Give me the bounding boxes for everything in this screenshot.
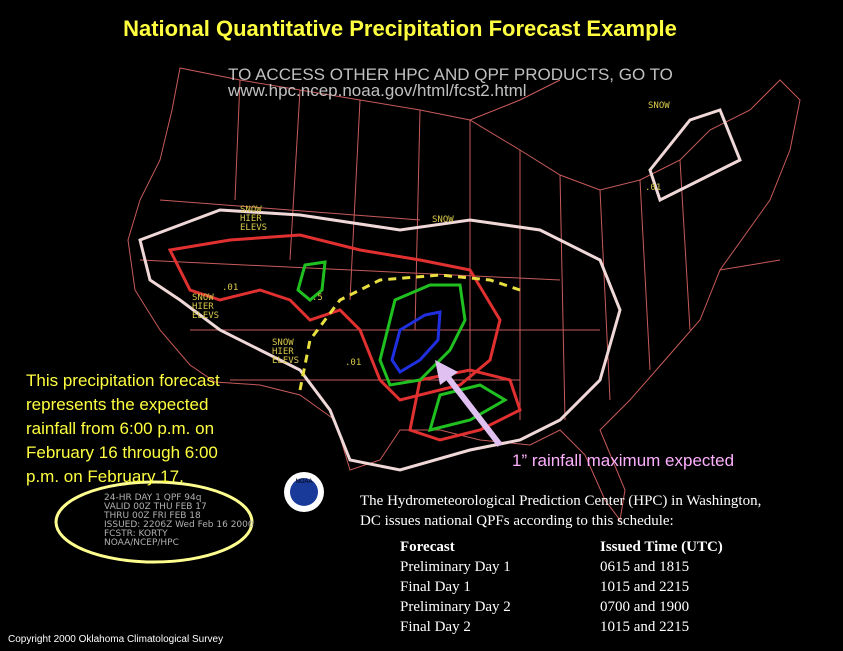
map-label: SNOW [272,338,294,348]
map-label: .01 [345,358,361,368]
table-cell: Preliminary Day 1 [400,559,511,575]
schedule-intro: DC issues national QPFs according to thi… [360,513,674,529]
copyright: Copyright 2000 Oklahoma Climatological S… [8,634,223,645]
stamp-line: VALID 00Z THU FEB 17 [104,502,207,512]
map-label: HIER [272,347,294,357]
map-label: SNOW [648,101,670,111]
map-label: SNOW [432,215,454,225]
map-label: ELEVS [272,356,299,366]
description: February 16 through 6:00 [26,443,218,462]
table-header: Forecast [400,539,455,555]
map-label: SNOW [240,205,262,215]
table-cell: Final Day 2 [400,619,471,635]
map-labels: SNOW.01SNOWHIERELEVSSNOWSNOW.01HIERELEVS… [192,101,670,368]
table-cell: 1015 and 2215 [600,579,689,595]
map-label: .5 [312,293,323,303]
stamp-line: THRU 00Z FRI FEB 18 [103,511,201,521]
description: rainfall from 6:00 p.m. on [26,419,214,438]
table-cell: 0615 and 1815 [600,559,689,575]
arrow [435,360,503,447]
map-label: ELEVS [240,223,267,233]
description: represents the expected [26,395,208,414]
description: p.m. on February 17. [26,467,184,486]
table-cell: Final Day 1 [400,579,471,595]
map-label: .01 [645,183,661,193]
stamp-line: ISSUED: 2206Z Wed Feb 16 2000 [104,520,254,530]
map-label: .01 [222,283,238,293]
stamp-outline [54,480,254,564]
map-label: ELEVS [192,311,219,321]
access-line: TO ACCESS OTHER HPC AND QPF PRODUCTS, GO… [228,65,673,84]
stamp-line: 24-HR DAY 1 QPF 94q [104,493,201,503]
access-url: www.hpc.ncep.noaa.gov/html/fcst2.html [227,81,527,100]
table-cell: 1015 and 2215 [600,619,689,635]
map-label: HIER [192,302,214,312]
map-label: HIER [240,214,262,224]
contours [138,108,742,472]
schedule-intro: The Hydrometeorological Prediction Cente… [360,493,761,509]
logo-inner [290,478,318,506]
description: This precipitation forecast [26,371,220,390]
table-cell: 0700 and 1900 [600,599,689,615]
stamp-line: FCSTR: KORTY [104,529,168,539]
schedule-table: Forecast Issued Time (UTC) Preliminary Day… [400,539,723,635]
stamp-line: NOAA/NCEP/HPC [104,538,179,548]
map-boundaries [127,67,801,522]
map-label: SNOW [192,293,214,303]
title: National Quantitative Precipitation Fore… [123,16,677,41]
table-cell: Preliminary Day 2 [400,599,511,615]
table-header: Issued Time (UTC) [600,539,723,555]
logo-text: NOAA [295,479,312,485]
annotation: 1” rainfall maximum expected [512,451,734,470]
